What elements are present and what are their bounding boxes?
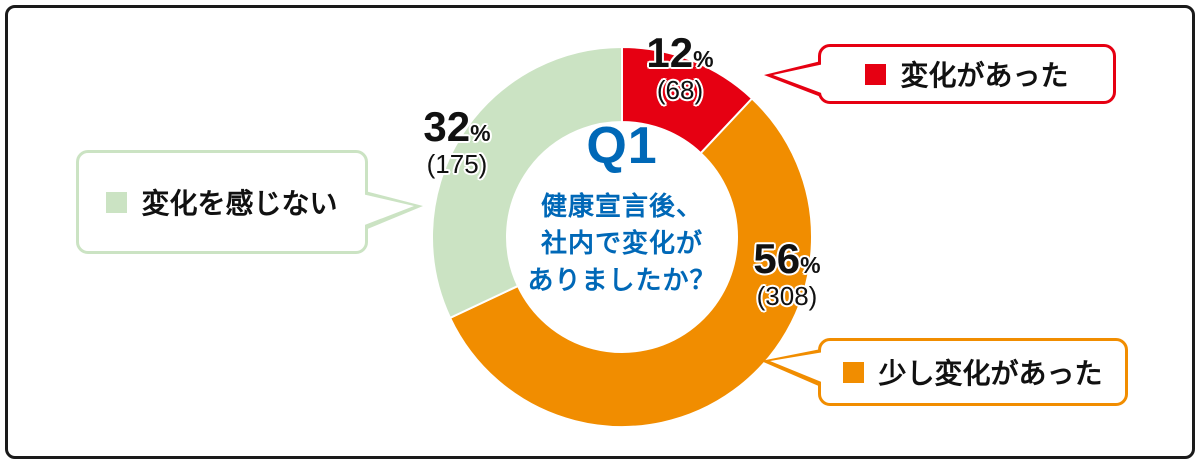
segment-percent: 32% xyxy=(423,103,491,150)
legend-swatch-change xyxy=(865,63,887,85)
segment-count: (68) xyxy=(656,75,704,105)
legend-callout-slight-change: 少し変化があった xyxy=(761,338,1128,406)
question-number: Q1 xyxy=(586,117,658,175)
donut-segment-no_change xyxy=(431,45,623,320)
segment-value-slight-change: 56% (308) xyxy=(725,238,849,311)
legend-label-slight-change: 少し変化があった xyxy=(878,358,1103,389)
donut-chart xyxy=(431,45,813,429)
callout-tail-inner xyxy=(770,352,824,383)
legend-swatch-no-change xyxy=(106,191,128,213)
callout-tail-inner xyxy=(362,194,414,226)
segment-count: (308) xyxy=(756,281,818,311)
question-text-line: 社内で変化が xyxy=(540,228,703,258)
legend-swatch-slight-change xyxy=(843,361,865,383)
legend-callout-change: 変化があった xyxy=(764,44,1116,104)
donut-segment-slight_change xyxy=(448,97,813,429)
segment-value-no-change: 32% (175) xyxy=(395,106,519,179)
segment-count: (175) xyxy=(426,149,488,179)
question-text: 健康宣言後、 社内で変化が ありましたか？ xyxy=(497,188,747,299)
legend-label-no-change: 変化を感じない xyxy=(141,188,338,219)
segment-percent: 56% xyxy=(753,235,821,282)
legend-label-change: 変化があった xyxy=(900,60,1069,91)
segment-value-change: 12% (68) xyxy=(618,32,742,105)
legend-callout-no-change: 変化を感じない xyxy=(76,150,423,254)
callout-tail-inner xyxy=(773,64,824,94)
segment-percent: 12% xyxy=(646,29,714,76)
question-text-line: ありましたか？ xyxy=(527,265,717,295)
question-text-line: 健康宣言後、 xyxy=(540,191,703,221)
donut-center-text: Q1 健康宣言後、 社内で変化が ありましたか？ xyxy=(497,116,747,299)
